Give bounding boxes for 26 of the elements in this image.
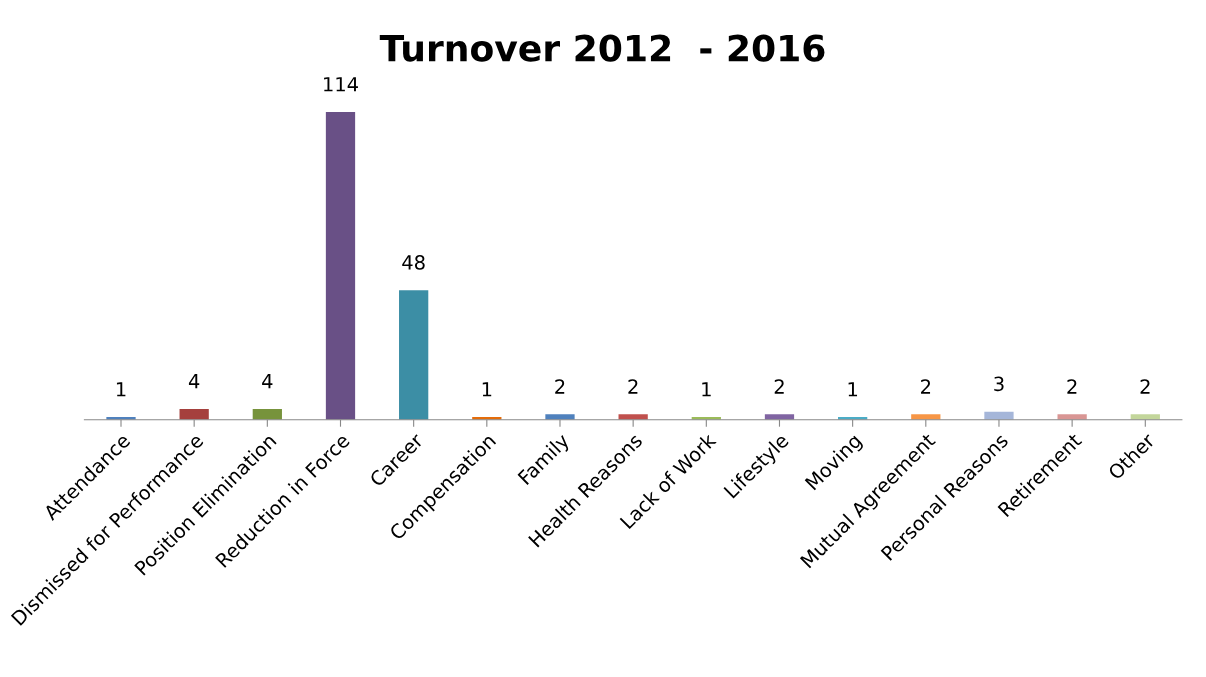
data-label: 2	[555, 379, 565, 394]
data-label: 4	[262, 374, 273, 389]
bar	[1130, 414, 1160, 420]
bar	[325, 112, 356, 420]
data-label: 1	[702, 382, 711, 397]
bar	[252, 408, 282, 420]
data-label: 2	[921, 379, 931, 394]
bar	[618, 414, 648, 420]
chart-title: Turnover 2012 - 2016	[379, 34, 825, 62]
bar	[1057, 414, 1087, 420]
bar	[545, 414, 575, 420]
data-label: 1	[116, 382, 126, 397]
data-label: 1	[848, 382, 858, 397]
bar	[911, 414, 941, 420]
bar	[764, 414, 795, 420]
data-label: 114	[324, 77, 358, 92]
data-label: 1	[482, 382, 492, 397]
data-label: 48	[402, 255, 425, 270]
bar	[399, 290, 429, 420]
data-label: 2	[628, 379, 638, 394]
data-label: 2	[774, 379, 784, 394]
data-label: 2	[1140, 379, 1150, 394]
bar	[179, 408, 209, 420]
data-label: 3	[994, 376, 1004, 392]
data-label: 2	[1067, 379, 1077, 394]
data-label: 4	[188, 374, 200, 389]
